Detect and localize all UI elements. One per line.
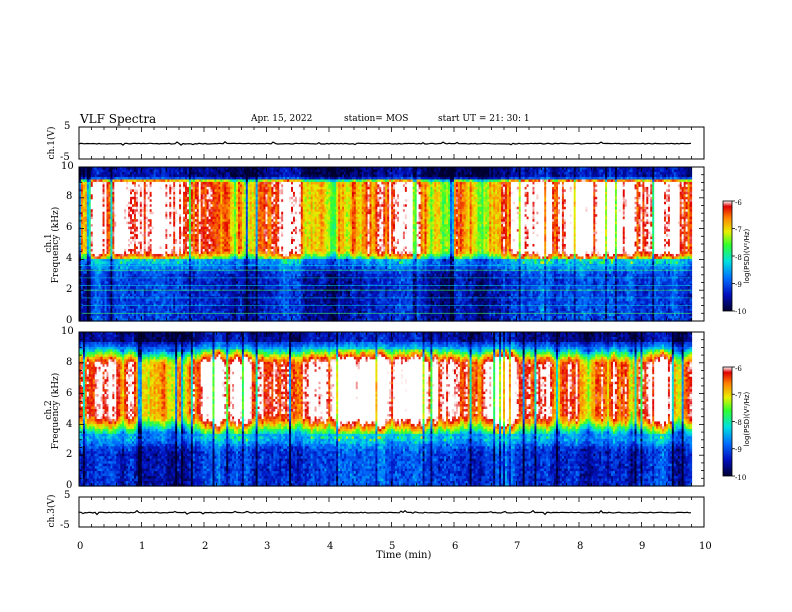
ch2-cbtick-m9: -9 — [735, 445, 742, 455]
xaxis-label: Time (min) — [376, 551, 431, 561]
ch1-spec-ytick-2: 2 — [66, 285, 72, 295]
ch2-spec-ytick-0: 0 — [66, 481, 72, 491]
xtick-4: 4 — [327, 542, 333, 552]
xtick-10: 10 — [699, 542, 712, 552]
ch1-colorbar — [722, 200, 733, 312]
ch2-cbtick-m6: -6 — [735, 364, 742, 374]
ch1-waveform-trace — [78, 141, 692, 146]
xtick-1: 1 — [139, 542, 145, 552]
ch1-waveform-ytick-bottom: -5 — [60, 153, 70, 163]
figure-title: VLF Spectra — [80, 113, 156, 125]
date-label: Apr. 15, 2022 — [251, 115, 312, 124]
ch2-spec-ytick-4: 4 — [66, 420, 72, 430]
ch1-cbtick-m10: -10 — [735, 307, 746, 317]
ch2-spec-ytick-10: 10 — [61, 327, 74, 337]
xtick-8: 8 — [577, 542, 583, 552]
ch1-spec-ytick-6: 6 — [66, 223, 72, 233]
ch2-spectrogram-image — [79, 332, 693, 487]
ch2-spec-ytick-8: 8 — [66, 358, 72, 368]
ch1-spec-ytick-10: 10 — [61, 162, 74, 172]
xtick-5: 5 — [389, 542, 395, 552]
ch3-waveform-ytick-top: 5 — [64, 491, 70, 501]
ch1-spectrogram-image — [79, 167, 693, 322]
ch3-waveform-trace — [78, 509, 692, 516]
ch1-cbtick-m9: -9 — [735, 280, 742, 290]
xtick-7: 7 — [514, 542, 520, 552]
xtick-9: 9 — [639, 542, 645, 552]
ch1-cbtick-m7: -7 — [735, 225, 742, 235]
ch1-spec-ytick-0: 0 — [66, 316, 72, 326]
ch2-cbtick-m8: -8 — [735, 418, 742, 428]
start-time-label: start UT = 21: 30: 1 — [438, 115, 530, 124]
ch2-spec-ytick-2: 2 — [66, 450, 72, 460]
ch1-spec-ytick-4: 4 — [66, 254, 72, 264]
station-label: station= MOS — [344, 115, 408, 124]
ch3-waveform-ytick-bottom: -5 — [60, 521, 70, 531]
xtick-6: 6 — [452, 542, 458, 552]
ch2-spec-ytick-6: 6 — [66, 389, 72, 399]
ch2-cbtick-m7: -7 — [735, 391, 742, 401]
xtick-3: 3 — [264, 542, 270, 552]
xtick-0: 0 — [77, 542, 83, 552]
ch1-cbtick-m8: -8 — [735, 253, 742, 263]
ch2-colorbar — [722, 366, 733, 477]
ch1-spec-ytick-8: 8 — [66, 192, 72, 202]
ch1-cbtick-m6: -6 — [735, 198, 742, 208]
xtick-2: 2 — [202, 542, 208, 552]
ch1-waveform-ytick-top: 5 — [64, 122, 70, 132]
ch2-cbtick-m10: -10 — [735, 473, 746, 483]
